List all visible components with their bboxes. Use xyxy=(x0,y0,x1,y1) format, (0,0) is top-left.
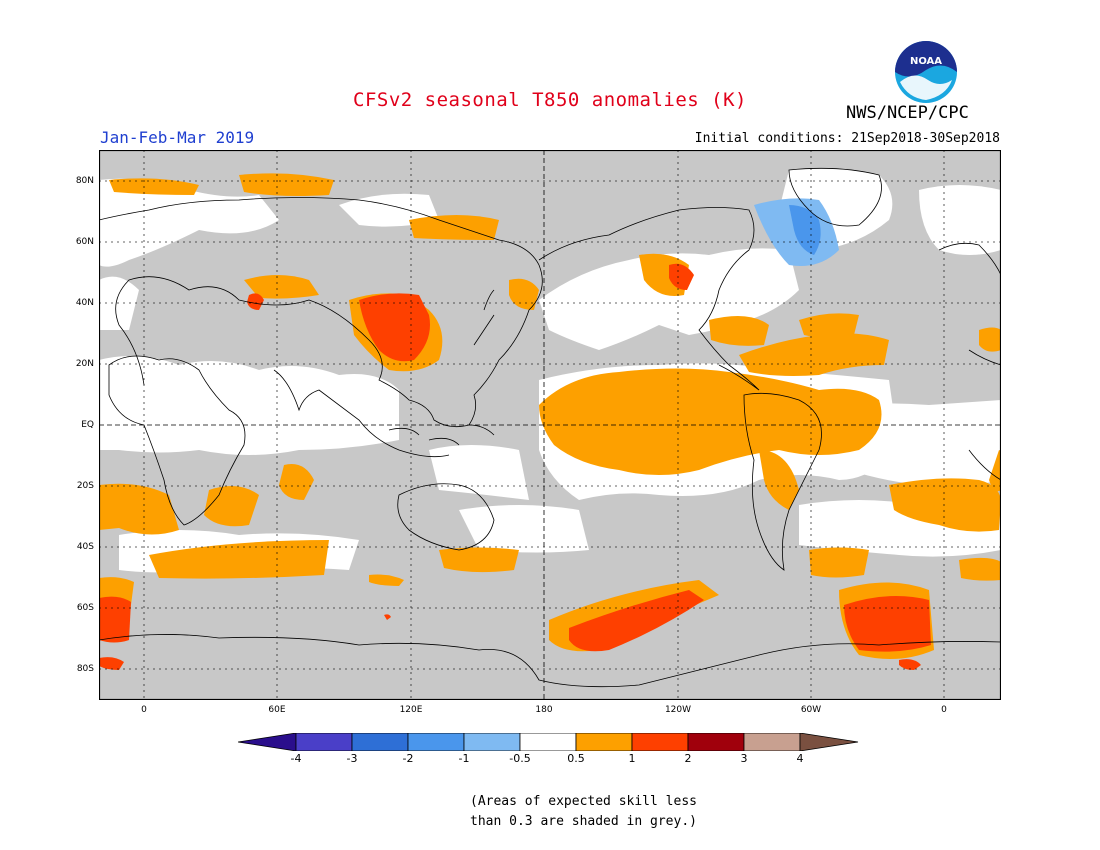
noaa-logo: NOAA xyxy=(895,41,957,103)
lat-label-40n: 40N xyxy=(75,298,94,308)
skill-note: (Areas of expected skill less than 0.3 a… xyxy=(470,792,730,832)
agency-label: NWS/NCEP/CPC xyxy=(846,103,969,123)
colorbar-tick-label: -3 xyxy=(346,752,358,765)
colorbar-tick-label: -1 xyxy=(458,752,470,765)
colorbar-tick-label: 3 xyxy=(740,752,748,765)
colorbar-tick-label: 2 xyxy=(684,752,692,765)
colorbar-segment-6 xyxy=(575,733,633,751)
graticule xyxy=(99,150,1001,700)
anomaly-regions-blue xyxy=(754,198,839,266)
lat-label-20s: 20S xyxy=(76,481,94,491)
lat-label-80s: 80S xyxy=(76,664,94,674)
colorbar-tick-label: 4 xyxy=(796,752,804,765)
colorbar-tick-label: 0.5 xyxy=(567,752,585,765)
lat-label-60s: 60S xyxy=(76,603,94,613)
lat-label-60n: 60N xyxy=(75,237,94,247)
lon-label-60e: 60E xyxy=(268,705,286,715)
equator-dateline xyxy=(99,150,1001,700)
lon-label-0: 0 xyxy=(141,705,147,715)
colorbar-segment-8 xyxy=(687,733,745,751)
lat-label-80n: 80N xyxy=(75,176,94,186)
lat-label-eq: EQ xyxy=(81,420,94,430)
colorbar xyxy=(238,733,859,751)
skill-note-line-1: (Areas of expected skill less xyxy=(470,794,697,809)
coastlines xyxy=(99,167,1001,688)
colorbar-tick-label: -0.5 xyxy=(509,752,531,765)
season-label: Jan-Feb-Mar 2019 xyxy=(100,128,255,147)
colorbar-segment-3 xyxy=(407,733,465,751)
colorbar-tick-label: 1 xyxy=(628,752,636,765)
colorbar-segment-0 xyxy=(238,733,297,751)
lon-label-120w: 120W xyxy=(664,705,692,715)
colorbar-segment-7 xyxy=(631,733,689,751)
map-title: CFSv2 seasonal T850 anomalies (K) xyxy=(353,89,747,111)
anomaly-map xyxy=(99,150,1001,700)
colorbar-segment-5 xyxy=(519,733,577,751)
skill-note-line-2: than 0.3 are shaded in grey.) xyxy=(470,814,697,829)
lat-label-40s: 40S xyxy=(76,542,94,552)
lon-label-60w: 60W xyxy=(800,705,822,715)
lon-label-120e: 120E xyxy=(399,705,423,715)
lat-label-20n: 20N xyxy=(75,359,94,369)
colorbar-segment-2 xyxy=(351,733,409,751)
logo-text: NOAA xyxy=(910,56,942,67)
initial-conditions-label: Initial conditions: 21Sep2018-30Sep2018 xyxy=(694,131,1000,146)
lon-label-180: 180 xyxy=(535,705,553,715)
colorbar-segment-10 xyxy=(799,733,859,751)
colorbar-tick-label: -4 xyxy=(290,752,302,765)
colorbar-segment-4 xyxy=(463,733,521,751)
lon-label-0-east: 0 xyxy=(941,705,947,715)
colorbar-segment-9 xyxy=(743,733,801,751)
colorbar-segment-1 xyxy=(295,733,353,751)
map-border xyxy=(99,150,1001,700)
colorbar-tick-label: -2 xyxy=(402,752,414,765)
